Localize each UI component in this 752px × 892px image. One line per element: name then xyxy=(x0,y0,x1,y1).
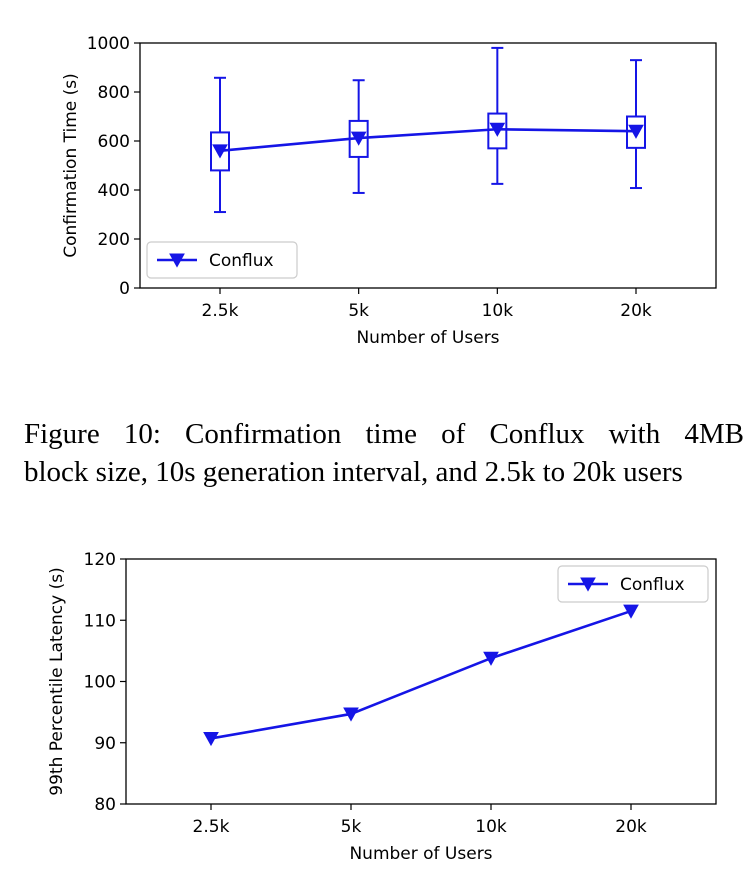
axes-frame xyxy=(139,42,717,289)
legend-marker-swatch xyxy=(580,577,596,592)
figure-caption: Figure 10: Confirmation time of Conflux … xyxy=(24,415,744,491)
legend-label: Conflux xyxy=(620,575,685,595)
data-point-conflux xyxy=(343,707,359,722)
x-axis-label: Number of Users xyxy=(356,328,499,348)
box-iqr xyxy=(210,131,230,172)
data-point-conflux xyxy=(623,604,639,619)
legend: Conflux xyxy=(557,565,709,603)
caption-line-2: block size, 10s generation interval, and… xyxy=(24,456,683,488)
latency-chart: 80 90 100 110 120 2.5k 5k 10k 20k Number of Users… xyxy=(47,550,717,864)
series-line-conflux xyxy=(219,127,637,153)
y-axis-label: 99th Percentile Latency (s) xyxy=(47,567,67,795)
y-tick-label: 1000 xyxy=(87,34,130,54)
data-point-conflux xyxy=(628,124,644,139)
x-tick-label: 20k xyxy=(615,817,647,837)
legend-label: Conflux xyxy=(209,251,274,271)
y-tick-label: 100 xyxy=(84,673,116,693)
y-axis-label: Confirmation Time (s) xyxy=(61,73,81,258)
caption-line-1: Figure 10: Confirmation time of Conflux … xyxy=(24,418,744,450)
confirmation-time-chart: 0 200 400 600 800 1000 2.5k 5k 10k 20k Number of U… xyxy=(61,34,717,348)
legend-box xyxy=(557,565,709,603)
y-tick-label: 110 xyxy=(84,611,116,631)
plot-area: 80 90 100 110 120 2.5k 5k 10k 20k Number of Users… xyxy=(47,550,717,864)
legend-marker-swatch xyxy=(169,253,185,268)
x-axis-label: Number of Users xyxy=(349,844,492,864)
x-tick-label: 5k xyxy=(341,817,362,837)
y-tick-label: 600 xyxy=(98,132,130,152)
y-tick-label: 200 xyxy=(98,230,130,250)
y-tick-label: 800 xyxy=(98,83,130,103)
x-tick-label: 2.5k xyxy=(193,817,230,837)
x-tick-label: 2.5k xyxy=(202,301,239,321)
data-point-conflux xyxy=(350,131,367,146)
x-tick-label: 10k xyxy=(482,301,514,321)
plot-area: 0 200 400 600 800 1000 2.5k 5k 10k 20k Number of U… xyxy=(61,34,717,348)
y-tick-label: 90 xyxy=(94,734,116,754)
data-point-conflux xyxy=(212,144,228,159)
x-tick-label: 10k xyxy=(475,817,507,837)
legend: Conflux xyxy=(146,241,298,279)
legend-box xyxy=(146,241,298,279)
y-tick-label: 80 xyxy=(94,795,116,815)
data-point-conflux xyxy=(483,651,499,666)
series-line-conflux xyxy=(210,609,632,740)
y-tick-label: 120 xyxy=(84,550,116,570)
y-tick-label: 400 xyxy=(98,181,130,201)
y-tick-label: 0 xyxy=(119,279,130,299)
data-point-conflux xyxy=(489,122,506,137)
x-tick-label: 20k xyxy=(620,301,652,321)
data-point-conflux xyxy=(203,732,219,747)
x-tick-label: 5k xyxy=(348,301,369,321)
